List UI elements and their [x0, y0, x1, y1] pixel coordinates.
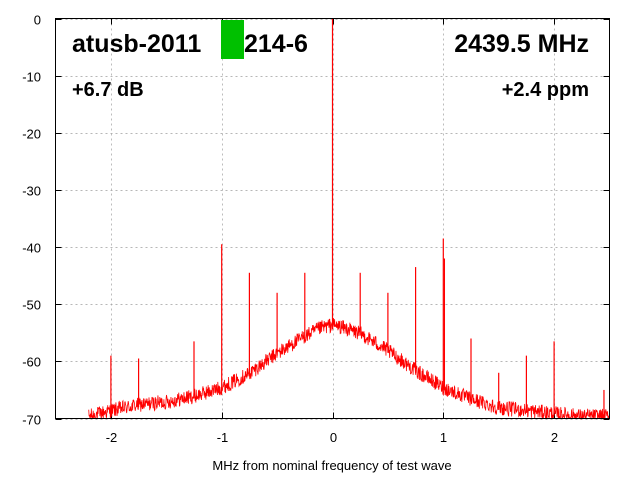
x-tick-label: 0 [330, 430, 337, 445]
frequency-label: 2439.5 MHz [454, 30, 589, 58]
y-tick-label: -70 [22, 413, 41, 428]
x-tick-label: 2 [551, 430, 558, 445]
y-tick-label: -10 [22, 70, 41, 85]
device-label: atusb-2011 [72, 30, 201, 58]
x-tick-labels: -2 -1 0 1 2 [106, 430, 558, 445]
y-tick-label: -30 [22, 184, 41, 199]
y-tick-label: -20 [22, 127, 41, 142]
spectrum-series [88, 18, 610, 420]
y-tick-label: -60 [22, 355, 41, 370]
y-tick-label: 0 [34, 13, 41, 28]
device-suffix-label: 214-6 [244, 30, 308, 58]
y-tick-label: -40 [22, 241, 41, 256]
y-tick-label: -50 [22, 298, 41, 313]
x-tick-label: -2 [106, 430, 118, 445]
gain-label: +6.7 dB [72, 79, 144, 101]
plot-frame [55, 18, 610, 419]
noise-floor-trace [88, 318, 610, 420]
x-tick-label: 1 [440, 430, 447, 445]
y-tick-labels: 0 -10 -20 -30 -40 -50 -60 -70 [22, 13, 41, 428]
x-axis-label: MHz from nominal frequency of test wave [212, 458, 451, 473]
green-marker [221, 20, 244, 59]
axis-ticks [55, 18, 610, 420]
offset-label: +2.4 ppm [502, 79, 589, 101]
x-tick-label: -1 [217, 430, 229, 445]
